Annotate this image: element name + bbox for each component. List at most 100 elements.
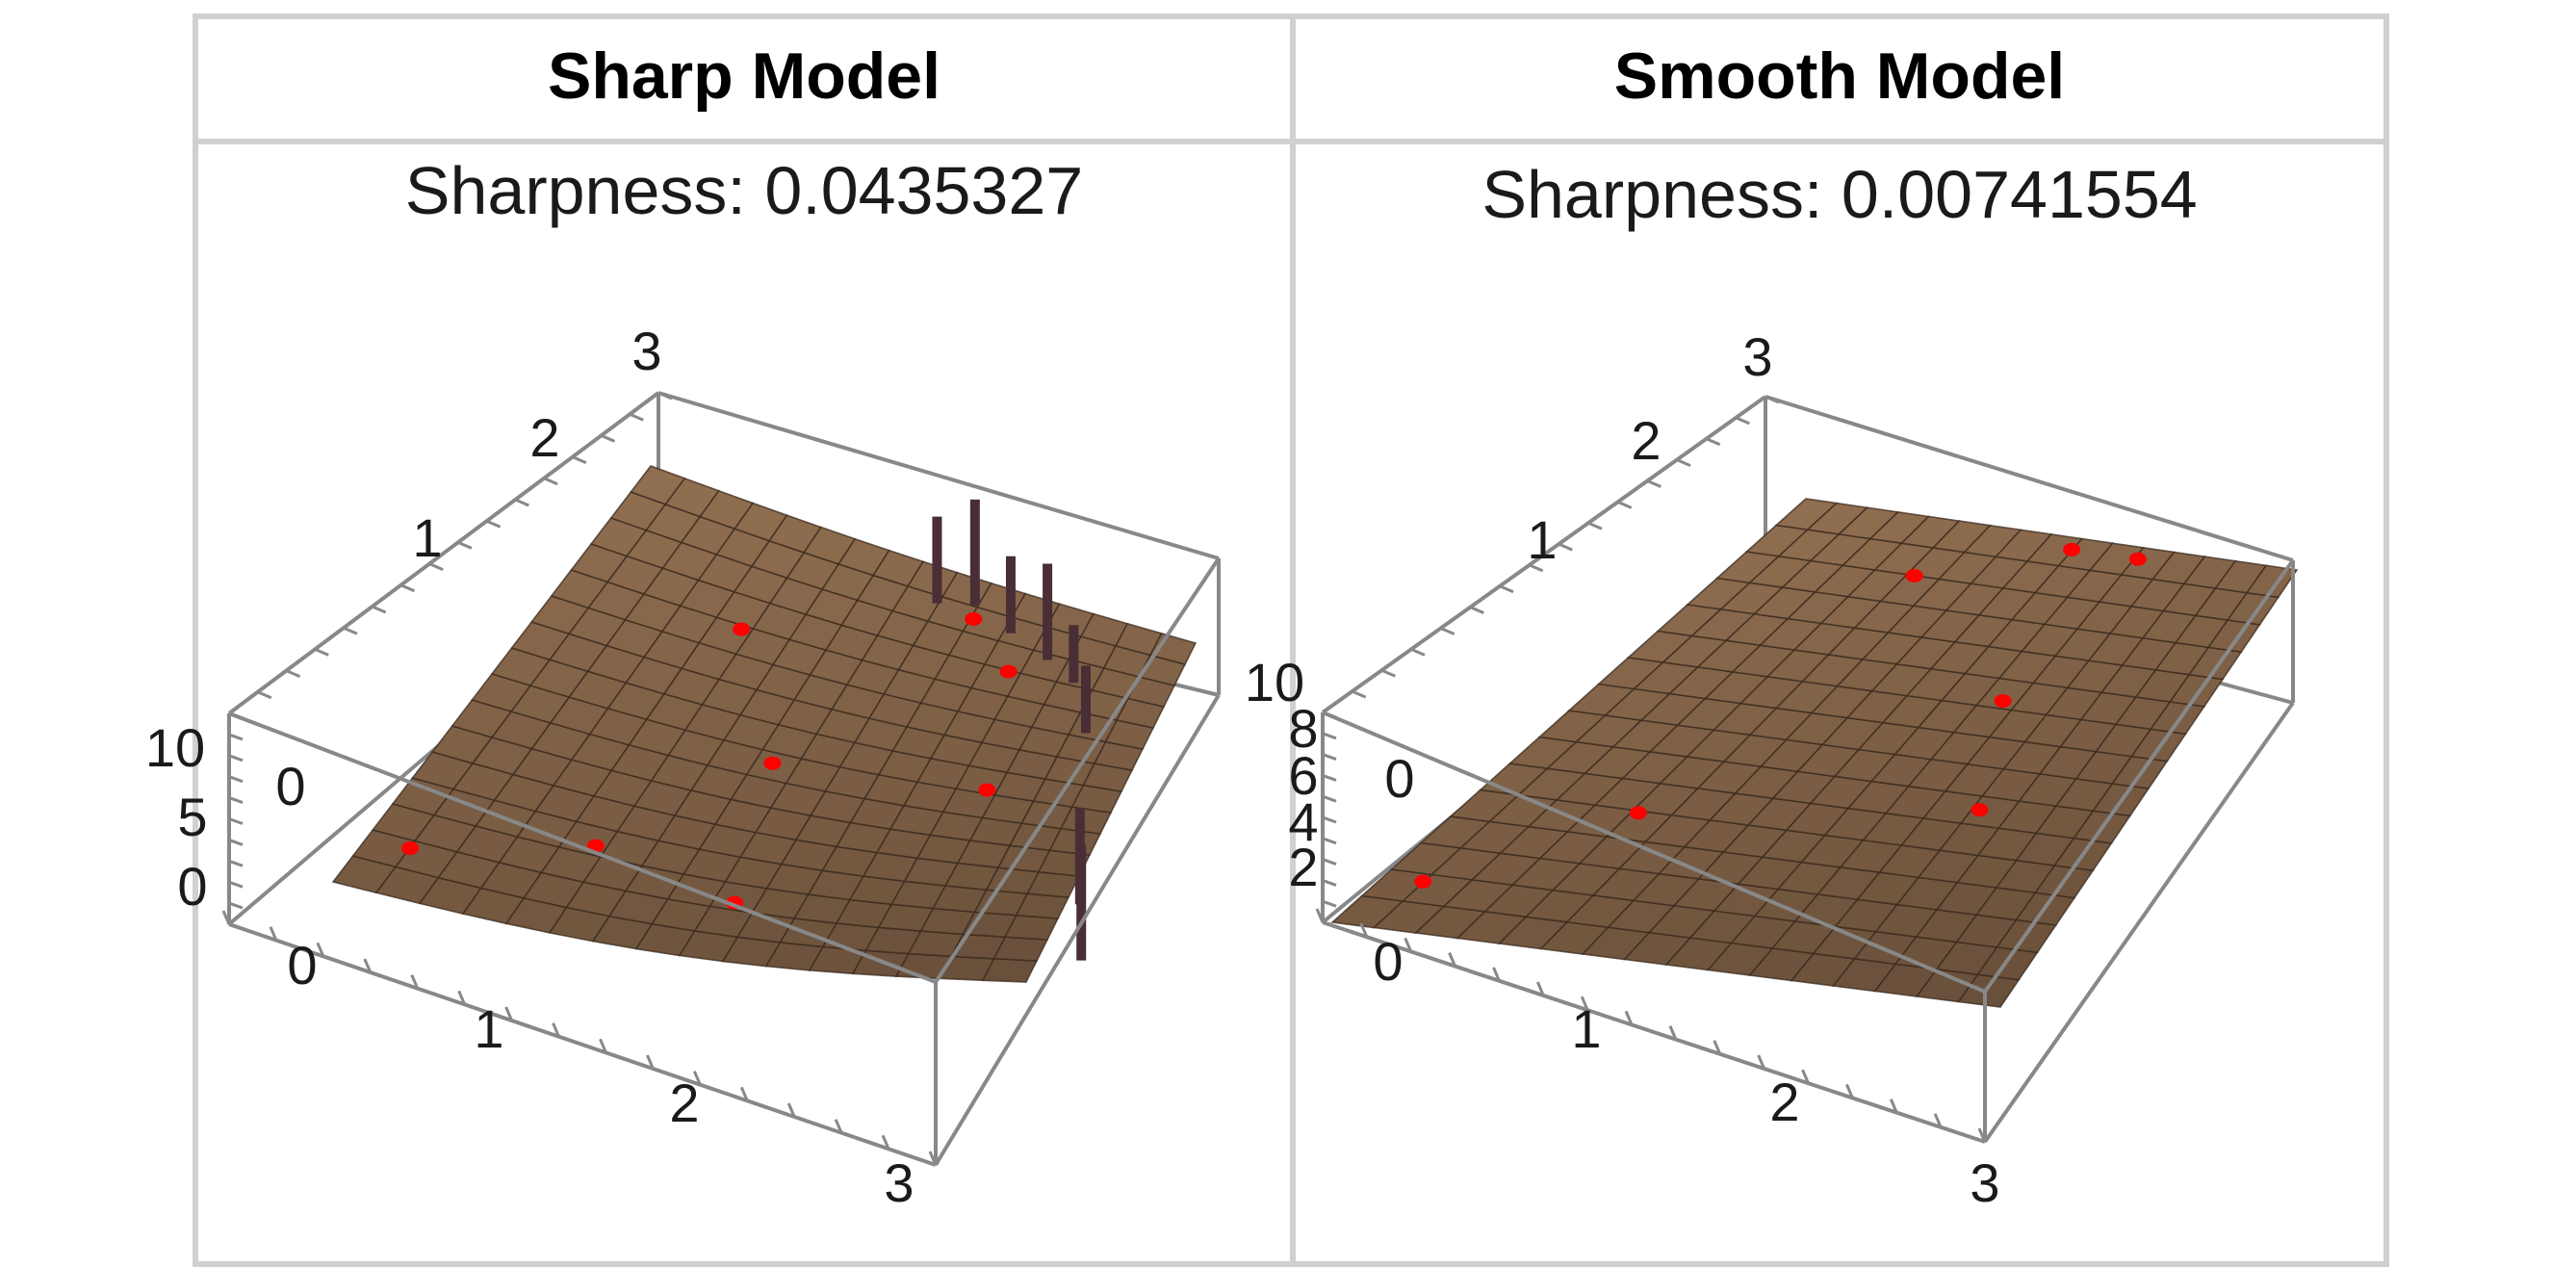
box-back-edge xyxy=(227,391,660,715)
y-minor-tick xyxy=(543,477,558,486)
y-minor-tick xyxy=(600,434,616,443)
data-point xyxy=(978,783,996,797)
x-minor-tick xyxy=(739,1086,749,1101)
data-point xyxy=(733,622,751,636)
z-minor-tick xyxy=(1322,815,1337,824)
y-minor-tick xyxy=(399,583,415,593)
x-minor-tick xyxy=(1933,1113,1943,1128)
surface-spike xyxy=(1043,563,1053,660)
z-minor-tick xyxy=(1322,878,1337,887)
y-minor-tick xyxy=(1529,563,1544,573)
x-minor-tick xyxy=(1757,1054,1766,1070)
y-minor-tick xyxy=(1440,627,1455,635)
data-point xyxy=(1971,803,1989,817)
x-minor-tick xyxy=(221,910,231,925)
y-tick-label: 2 xyxy=(1631,410,1661,471)
z-tick-label: 10 xyxy=(1245,652,1304,712)
x-minor-tick xyxy=(1448,952,1456,968)
z-tick-label: 2 xyxy=(1288,837,1318,897)
plot-title-smooth: Sharpness: 0.00741554 xyxy=(1481,157,2198,232)
z-minor-tick xyxy=(1322,920,1337,929)
y-minor-tick xyxy=(1706,437,1721,447)
z-minor-tick xyxy=(1322,732,1337,740)
surface-spike xyxy=(1005,556,1016,634)
y-tick-label: 0 xyxy=(1384,748,1414,809)
z-minor-tick xyxy=(228,754,244,763)
x-minor-tick xyxy=(1668,1025,1678,1041)
x-minor-tick xyxy=(363,958,373,973)
x-minor-tick xyxy=(457,990,467,1005)
x-tick-label: 3 xyxy=(1970,1152,1999,1213)
y-minor-tick xyxy=(314,648,329,657)
y-tick-label: 1 xyxy=(1527,509,1557,570)
surface-plot-sharp: 0 1 2 3 0 1 2 3 0 5 10 xyxy=(145,321,1221,1213)
y-minor-tick xyxy=(428,562,444,571)
y-minor-tick xyxy=(1587,521,1603,530)
x-minor-tick xyxy=(1713,1040,1722,1055)
table-border-left xyxy=(193,13,198,1267)
z-minor-tick xyxy=(228,880,244,889)
z-minor-tick xyxy=(228,859,244,867)
surface xyxy=(1330,498,2299,1008)
y-minor-tick xyxy=(457,541,473,550)
x-minor-tick xyxy=(1580,996,1589,1011)
table-border-right xyxy=(2383,13,2389,1267)
y-minor-tick xyxy=(1617,500,1633,509)
y-minor-tick xyxy=(285,669,301,678)
y-tick-label: 1 xyxy=(412,507,442,568)
z-minor-tick xyxy=(1322,753,1337,762)
data-point xyxy=(999,664,1018,679)
box-front-edge xyxy=(934,693,1221,1167)
x-minor-tick xyxy=(1359,922,1369,938)
z-tick-label: 8 xyxy=(1288,698,1318,759)
box-back-edge xyxy=(657,391,1220,560)
z-minor-tick xyxy=(1322,837,1337,845)
z-minor-tick xyxy=(228,733,244,741)
y-tick-label: 0 xyxy=(275,756,305,816)
surface-spike xyxy=(969,499,980,606)
y-minor-tick xyxy=(1352,689,1367,699)
z-tick-label: 4 xyxy=(1288,791,1318,852)
surface-spikes xyxy=(932,499,1091,961)
y-minor-tick xyxy=(1499,584,1514,594)
z-minor-tick xyxy=(228,796,244,805)
data-point xyxy=(763,756,782,770)
x-tick-label: 0 xyxy=(287,935,317,996)
x-minor-tick xyxy=(1845,1083,1854,1099)
y-minor-tick xyxy=(514,498,529,507)
z-minor-tick xyxy=(1322,858,1337,866)
x-minor-tick xyxy=(1624,1010,1634,1025)
surface-spike xyxy=(932,516,942,604)
y-minor-tick xyxy=(372,605,387,614)
y-minor-tick xyxy=(1765,395,1780,404)
z-minor-tick xyxy=(228,711,244,720)
x-minor-tick xyxy=(599,1038,607,1053)
surface-spike xyxy=(1076,844,1087,961)
z-minor-tick xyxy=(228,901,244,910)
x-minor-tick xyxy=(552,1022,560,1038)
z-minor-tick xyxy=(1322,794,1337,803)
x-minor-tick xyxy=(646,1054,655,1070)
box-back-edge xyxy=(1765,395,2294,562)
y-minor-tick xyxy=(1380,668,1396,678)
plot-title-sharp: Sharpness: 0.0435327 xyxy=(404,153,1084,228)
y-minor-tick xyxy=(257,690,272,700)
column-header-smooth: Smooth Model xyxy=(1613,39,2066,113)
y-minor-tick xyxy=(486,519,502,529)
y-tick-label: 3 xyxy=(1742,326,1772,387)
y-tick-label: 2 xyxy=(529,407,559,468)
y-minor-tick xyxy=(629,412,644,422)
box-front-edge xyxy=(1983,701,2295,1144)
y-minor-tick xyxy=(343,626,358,635)
z-minor-tick xyxy=(1322,711,1337,719)
x-minor-tick xyxy=(1315,908,1325,923)
z-minor-tick xyxy=(1322,899,1337,908)
box-back-edge xyxy=(1321,395,1767,714)
z-minor-tick xyxy=(1322,773,1337,782)
y-minor-tick xyxy=(1469,606,1484,615)
box-front-edge xyxy=(934,556,1221,984)
y-minor-tick xyxy=(1410,648,1426,657)
z-minor-tick xyxy=(228,817,244,825)
x-minor-tick xyxy=(269,926,278,942)
